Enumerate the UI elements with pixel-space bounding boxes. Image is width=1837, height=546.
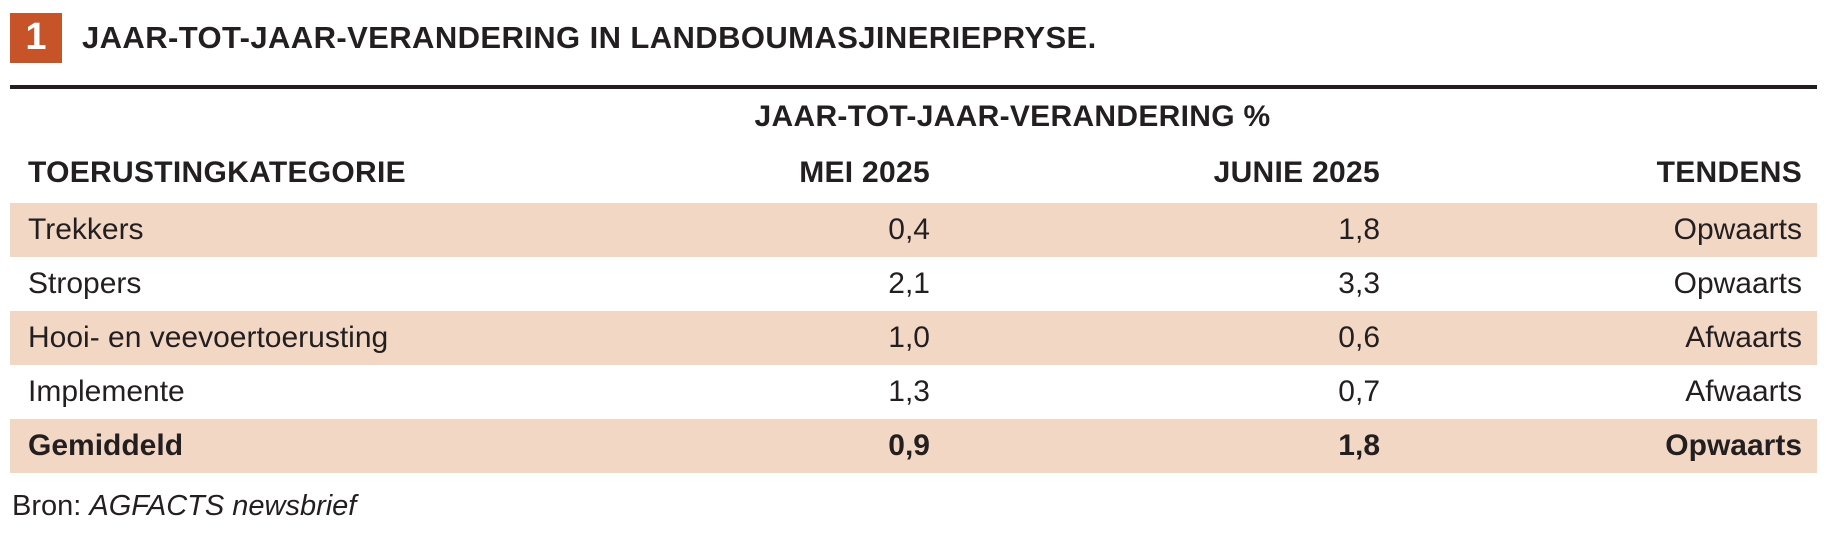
figure-title: JAAR-TOT-JAAR-VERANDERING IN LANDBOUMASJ… bbox=[82, 20, 1097, 55]
figure-header: 1 JAAR-TOT-JAAR-VERANDERING IN LANDBOUMA… bbox=[10, 13, 1817, 63]
price-change-table: JAAR-TOT-JAAR-VERANDERING % TOERUSTINGKA… bbox=[10, 89, 1818, 473]
row-category: Hooi- en veevoertoerusting bbox=[10, 311, 630, 365]
row-tendens-value: Opwaarts bbox=[1395, 203, 1818, 257]
row-junie-value: 1,8 bbox=[945, 419, 1396, 473]
machinery-price-figure: 1 JAAR-TOT-JAAR-VERANDERING IN LANDBOUMA… bbox=[0, 13, 1837, 546]
row-category: Implemente bbox=[28, 375, 185, 408]
span-header-spacer-left bbox=[10, 89, 630, 145]
table-span-header-row: JAAR-TOT-JAAR-VERANDERING % bbox=[10, 89, 1817, 145]
row-mei-value: 0,4 bbox=[630, 203, 945, 257]
row-tendens-value: Opwaarts bbox=[1673, 267, 1803, 300]
column-header-category: TOERUSTINGKATEGORIE bbox=[28, 156, 406, 189]
row-mei-value: 1,0 bbox=[630, 311, 945, 365]
table-row-average: Gemiddeld 0,9 1,8 Opwaarts bbox=[10, 419, 1818, 473]
span-header-spacer-right bbox=[1395, 89, 1817, 145]
table-row: Stropers 2,1 3,3 Opwaarts bbox=[10, 257, 1817, 311]
row-category: Trekkers bbox=[10, 203, 630, 257]
source-line: Bron: AGFACTS newsbrief bbox=[12, 490, 1817, 523]
source-label: Bron: bbox=[12, 490, 82, 522]
row-tendens-value: Opwaarts bbox=[1395, 419, 1818, 473]
header-divider-rule bbox=[10, 85, 1817, 89]
row-mei-value: 0,9 bbox=[630, 419, 945, 473]
table-column-header-row: TOERUSTINGKATEGORIE MEI 2025 JUNIE 2025 … bbox=[10, 145, 1817, 203]
row-tendens-value: Afwaarts bbox=[1685, 375, 1803, 408]
row-mei-value: 2,1 bbox=[888, 267, 930, 300]
column-header-tendens: TENDENS bbox=[1656, 156, 1803, 189]
table-span-header: JAAR-TOT-JAAR-VERANDERING % bbox=[754, 100, 1271, 133]
row-junie-value: 0,7 bbox=[1338, 375, 1381, 408]
figure-number-badge: 1 bbox=[10, 13, 62, 63]
column-header-mei-2025: MEI 2025 bbox=[799, 156, 930, 189]
column-header-junie-2025: JUNIE 2025 bbox=[1213, 156, 1381, 189]
row-mei-value: 1,3 bbox=[888, 375, 930, 408]
row-tendens-value: Afwaarts bbox=[1395, 311, 1818, 365]
row-junie-value: 1,8 bbox=[945, 203, 1396, 257]
row-junie-value: 0,6 bbox=[945, 311, 1396, 365]
row-category: Stropers bbox=[28, 267, 142, 300]
table-row: Implemente 1,3 0,7 Afwaarts bbox=[10, 365, 1817, 419]
table-row: Trekkers 0,4 1,8 Opwaarts bbox=[10, 203, 1818, 257]
table-row: Hooi- en veevoertoerusting 1,0 0,6 Afwaa… bbox=[10, 311, 1818, 365]
figure-number: 1 bbox=[25, 16, 47, 58]
row-category: Gemiddeld bbox=[10, 419, 630, 473]
source-name: AGFACTS newsbrief bbox=[89, 490, 357, 522]
row-junie-value: 3,3 bbox=[1338, 267, 1381, 300]
